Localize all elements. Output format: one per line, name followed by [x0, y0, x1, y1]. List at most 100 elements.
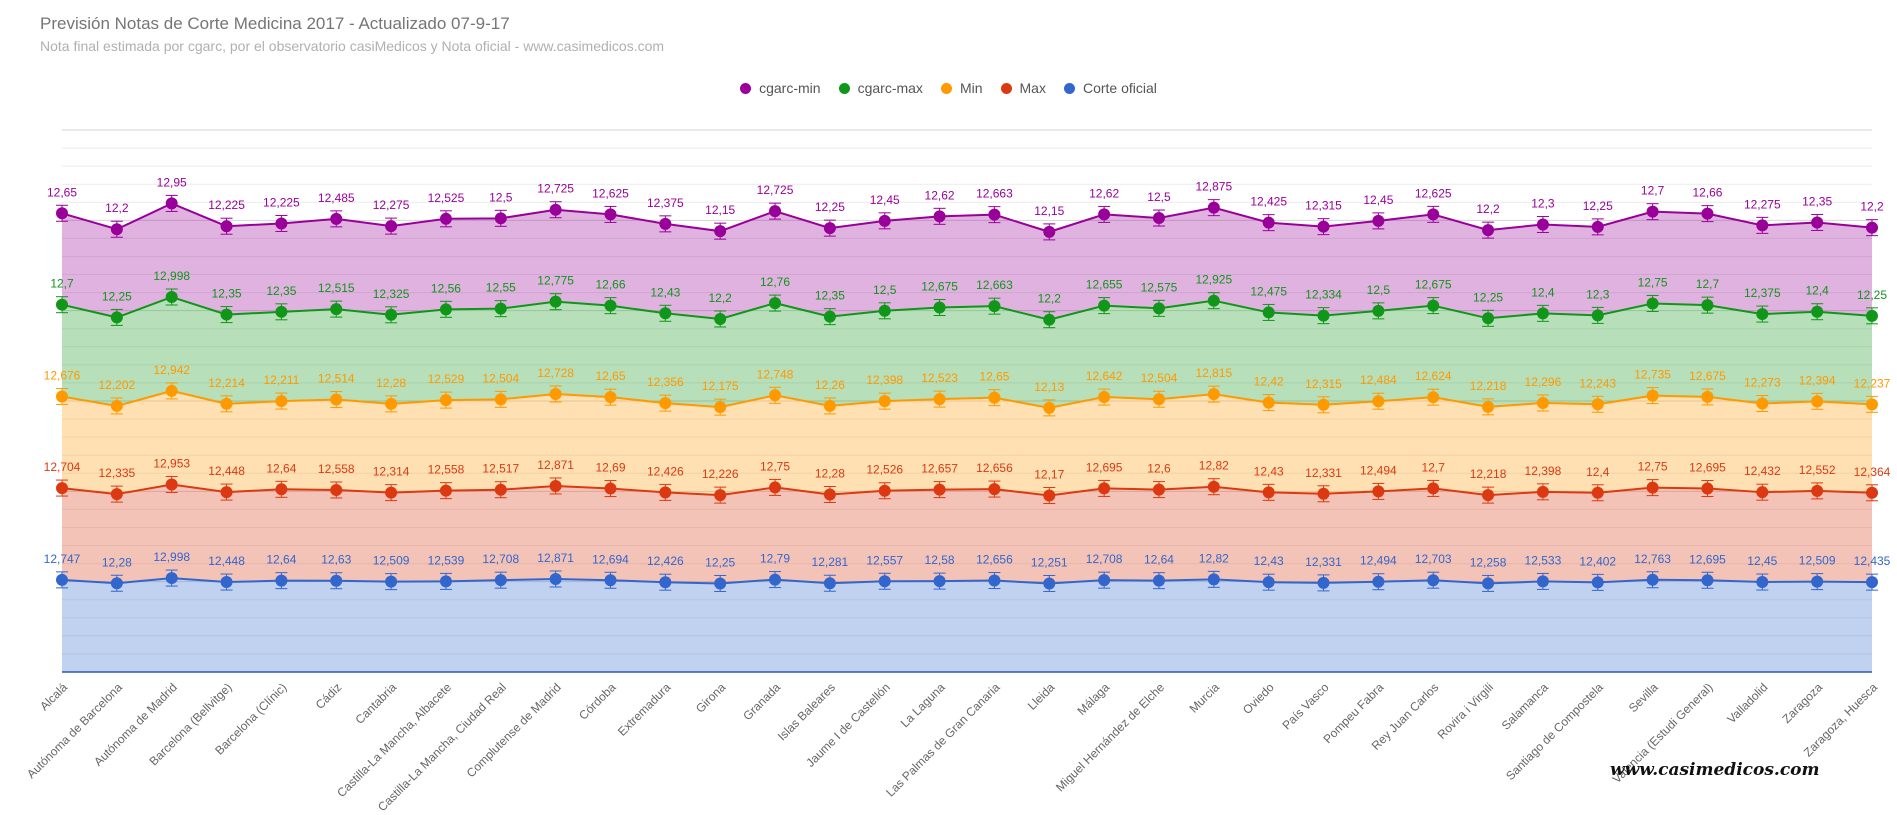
- data-label: 12,42: [1254, 375, 1284, 389]
- data-point: [494, 574, 507, 587]
- data-point: [1536, 485, 1549, 498]
- data-point: [165, 572, 178, 585]
- x-tick-label: Salamanca: [1499, 680, 1552, 733]
- data-point: [878, 214, 891, 227]
- data-point: [878, 484, 891, 497]
- data-point: [1262, 486, 1275, 499]
- x-tick-label: Zaragoza: [1780, 680, 1826, 726]
- x-tick-label: Autónoma de Barcelona: [24, 680, 125, 781]
- data-point: [1866, 221, 1878, 234]
- data-label: 12,65: [979, 370, 1009, 384]
- data-point: [110, 223, 123, 236]
- data-label: 12,475: [1250, 284, 1287, 298]
- data-label: 12,315: [1305, 199, 1342, 213]
- legend-item[interactable]: Max: [1000, 80, 1046, 96]
- data-point: [1372, 304, 1385, 317]
- data-label: 12,398: [866, 373, 903, 387]
- legend-label: Max: [1019, 80, 1046, 96]
- legend-item[interactable]: Corte oficial: [1063, 80, 1157, 96]
- data-label: 12,82: [1199, 459, 1229, 473]
- data-point: [1536, 396, 1549, 409]
- data-label: 12,398: [1525, 464, 1562, 478]
- data-point: [165, 478, 178, 491]
- data-point: [1756, 219, 1769, 232]
- data-label: 12,435: [1854, 554, 1891, 568]
- data-label: 12,657: [921, 462, 958, 476]
- data-label: 12,394: [1799, 373, 1836, 387]
- data-label: 12,533: [1525, 553, 1562, 567]
- data-point: [1701, 299, 1714, 312]
- data-label: 12,425: [1250, 195, 1287, 209]
- data-label: 12,925: [1195, 273, 1232, 287]
- data-point: [1482, 312, 1495, 325]
- data-point: [714, 225, 727, 238]
- data-point: [1372, 395, 1385, 408]
- data-label: 12,484: [1360, 373, 1397, 387]
- data-label: 12,296: [1525, 375, 1562, 389]
- data-label: 12,75: [760, 459, 790, 473]
- data-point: [1317, 576, 1330, 589]
- data-point: [823, 399, 836, 412]
- data-label: 12,7: [1641, 184, 1665, 198]
- data-label: 12,695: [1689, 461, 1726, 475]
- data-label: 12,79: [760, 552, 790, 566]
- data-point: [1098, 299, 1111, 312]
- data-label: 12,202: [98, 378, 135, 392]
- data-label: 12,426: [647, 464, 684, 478]
- data-point: [1262, 306, 1275, 319]
- legend-item[interactable]: cgarc-max: [838, 80, 923, 96]
- data-label: 12,375: [647, 196, 684, 210]
- data-point: [1427, 391, 1440, 404]
- data-point: [330, 574, 343, 587]
- data-point: [1098, 391, 1111, 404]
- data-label: 12,523: [921, 371, 958, 385]
- data-label: 12,558: [428, 463, 465, 477]
- data-label: 12,58: [925, 553, 955, 567]
- data-point: [933, 301, 946, 314]
- data-point: [1098, 208, 1111, 221]
- data-point: [988, 208, 1001, 221]
- data-label: 12,529: [428, 372, 465, 386]
- legend-marker: [940, 82, 952, 94]
- data-label: 12,514: [318, 372, 355, 386]
- x-tick-label: Miguel Hernández de Elche: [1053, 680, 1167, 794]
- data-label: 12,625: [1415, 186, 1452, 200]
- data-label: 12,334: [1305, 288, 1342, 302]
- data-point: [823, 310, 836, 323]
- data-label: 12,13: [1034, 380, 1064, 394]
- legend-item[interactable]: cgarc-min: [740, 80, 821, 96]
- x-tick-label: Castilla-La Mancha, Albacete: [334, 680, 454, 800]
- x-tick-label: La Laguna: [898, 680, 948, 730]
- data-label: 12,509: [373, 554, 410, 568]
- data-point: [1207, 201, 1220, 214]
- data-label: 12,656: [976, 553, 1013, 567]
- data-point: [604, 391, 617, 404]
- data-label: 12,5: [1147, 190, 1171, 204]
- data-point: [220, 576, 233, 589]
- data-label: 12,43: [1254, 464, 1284, 478]
- data-point: [659, 397, 672, 410]
- data-point: [659, 486, 672, 499]
- data-label: 12,5: [1367, 283, 1391, 297]
- data-point: [878, 304, 891, 317]
- legend-item[interactable]: Min: [940, 80, 983, 96]
- data-point: [1152, 574, 1165, 587]
- data-point: [1152, 302, 1165, 315]
- data-label: 12,243: [1579, 376, 1616, 390]
- data-label: 12,735: [1634, 368, 1671, 382]
- data-label: 12,2: [1038, 292, 1062, 306]
- data-label: 12,95: [157, 175, 187, 189]
- data-label: 12,63: [321, 553, 351, 567]
- data-point: [110, 577, 123, 590]
- data-point: [933, 483, 946, 496]
- data-point: [385, 397, 398, 410]
- data-label: 12,64: [266, 553, 296, 567]
- data-point: [769, 205, 782, 218]
- data-point: [330, 483, 343, 496]
- data-point: [1043, 577, 1056, 590]
- data-label: 12,4: [1531, 285, 1555, 299]
- data-label: 12,175: [702, 379, 739, 393]
- data-label: 12,218: [1470, 467, 1507, 481]
- data-point: [1317, 309, 1330, 322]
